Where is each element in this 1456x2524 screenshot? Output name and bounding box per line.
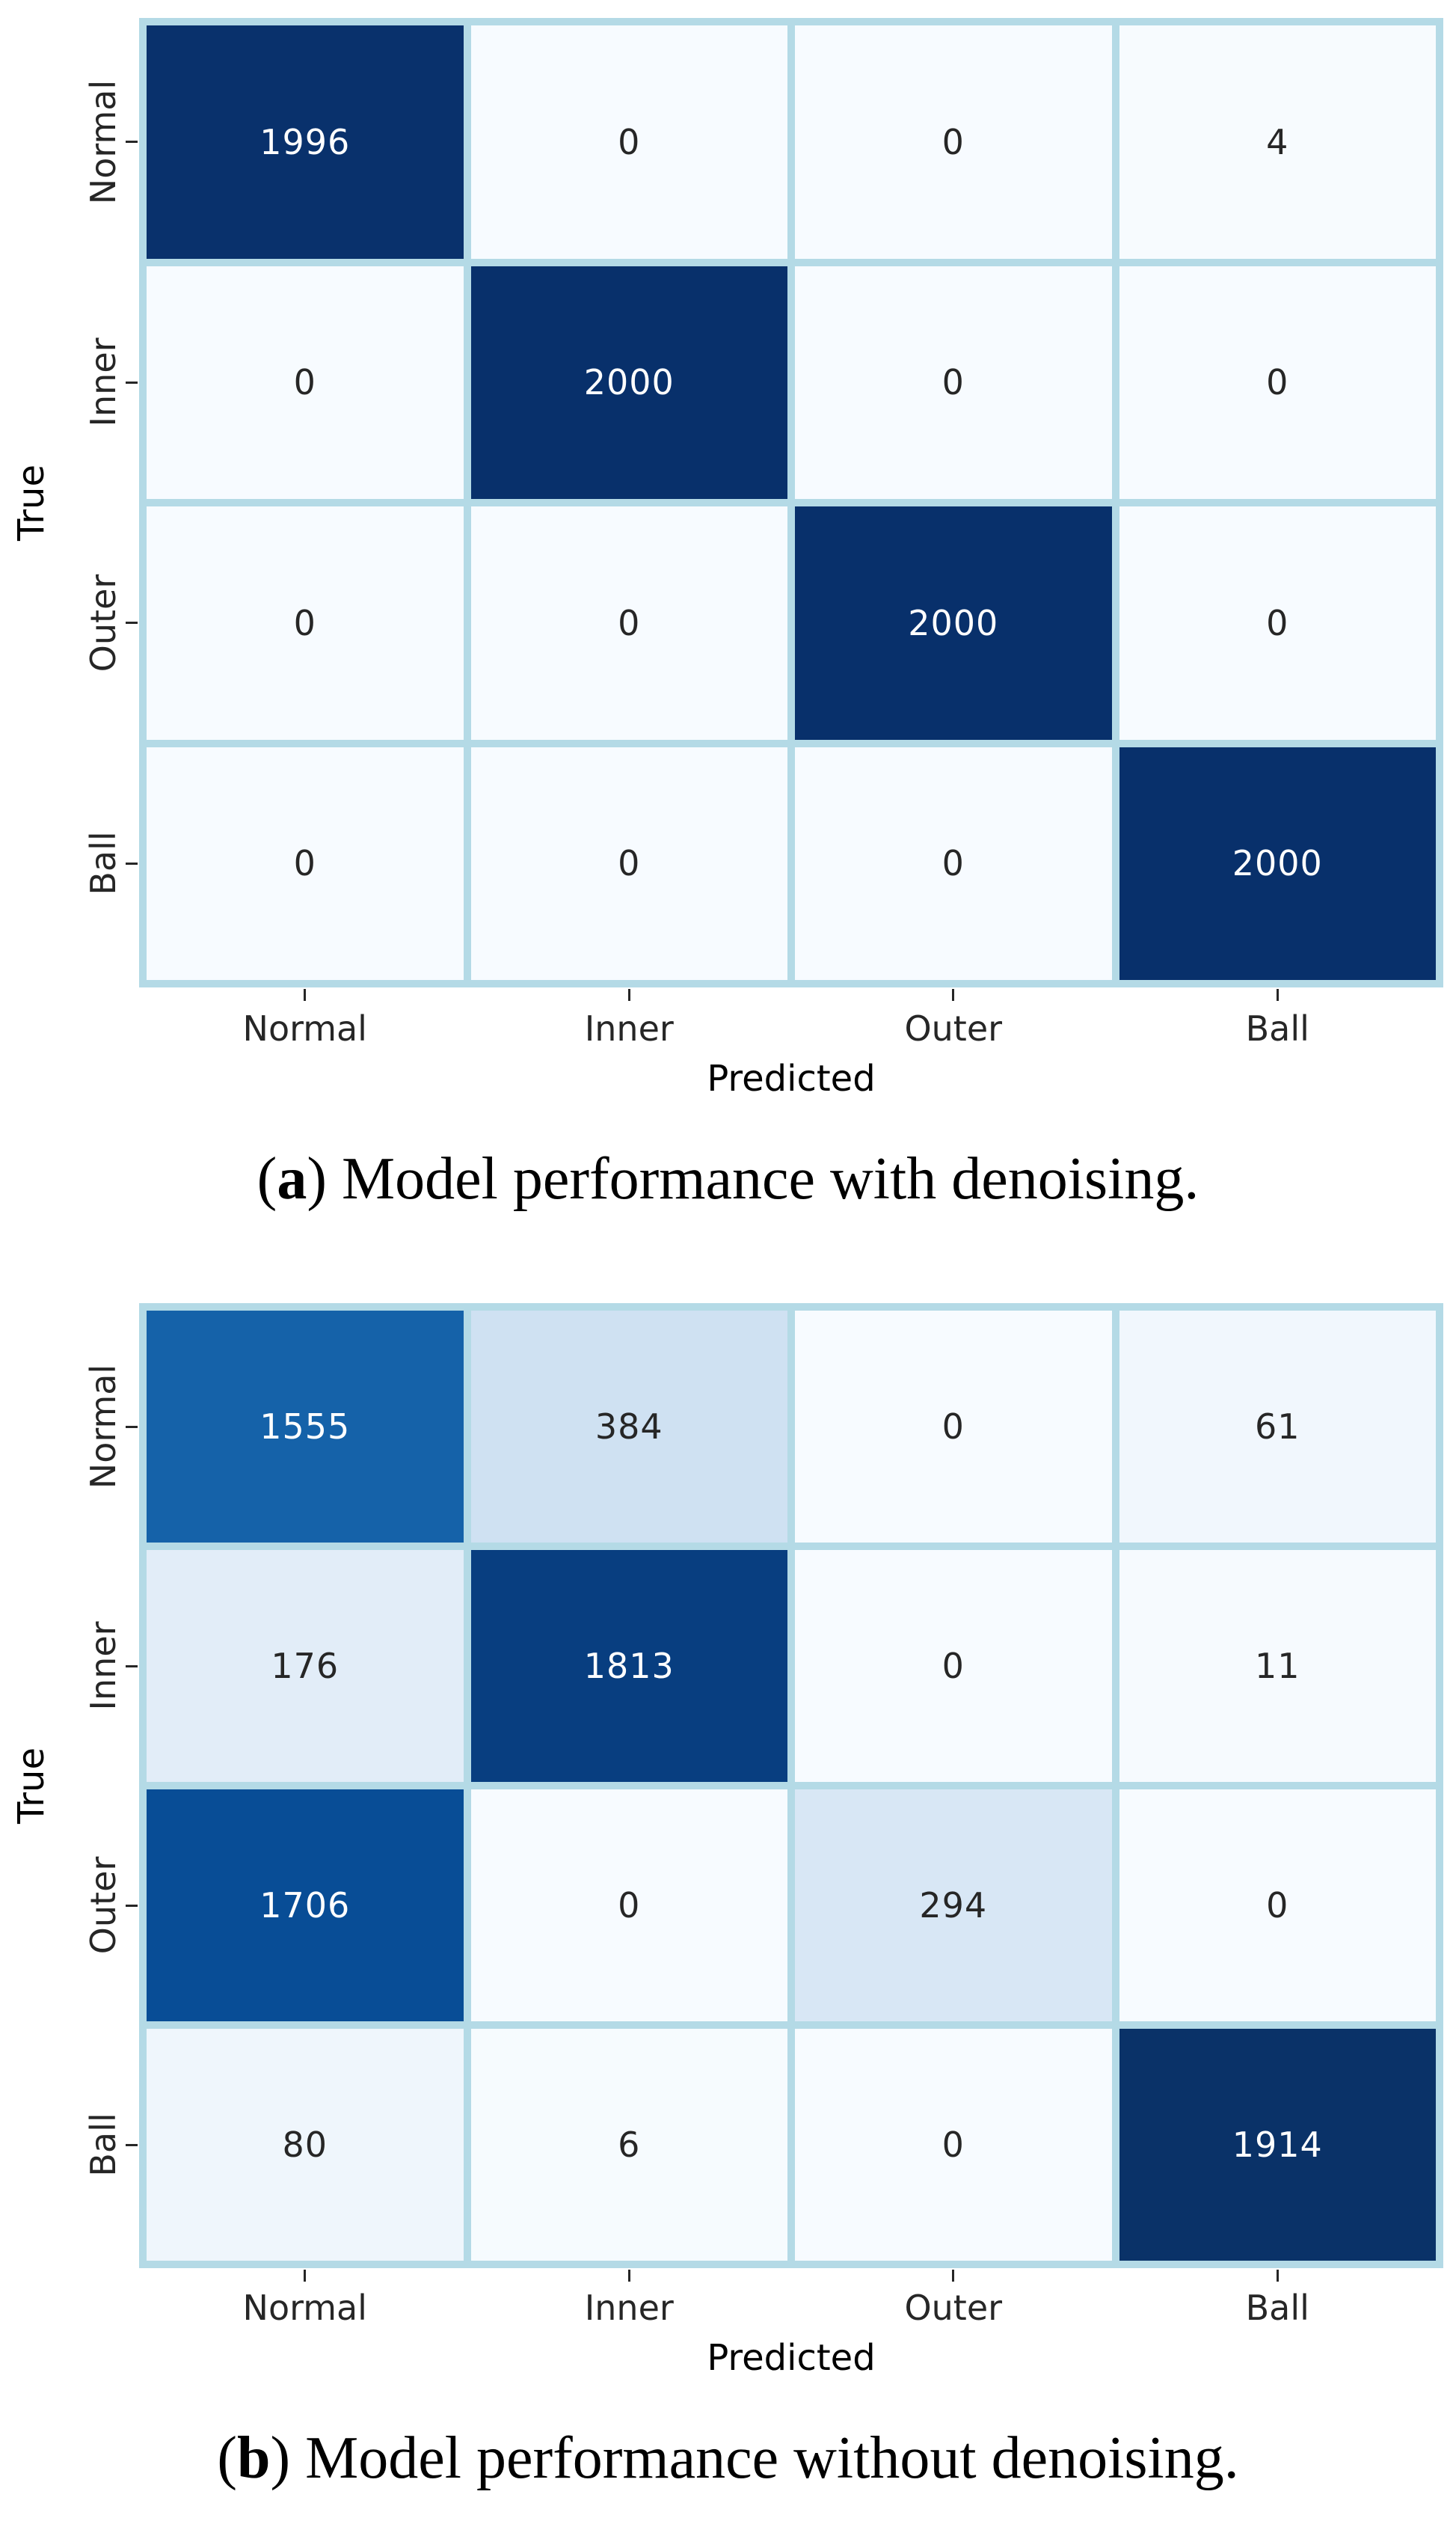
matrix-cell: 0	[1119, 1789, 1436, 2021]
matrix-cell: 2000	[470, 266, 787, 499]
x-tick-mark	[304, 989, 307, 1001]
caption-paren-open: (	[257, 1146, 277, 1212]
caption-letter: b	[236, 2425, 271, 2491]
y-tick-label: Outer	[83, 1856, 123, 1955]
matrix-cell: 0	[795, 2029, 1112, 2261]
y-axis-label: True	[10, 1747, 52, 1824]
matrix-cell: 0	[795, 747, 1112, 980]
matrix-cell: 2000	[1119, 747, 1436, 980]
x-tick-label: Ball	[1245, 2288, 1309, 2328]
caption-paren-close: )	[270, 2425, 291, 2491]
matrix-cell: 0	[470, 1789, 787, 2021]
matrix-cell: 61	[1119, 1311, 1436, 1543]
matrix-cell: 176	[147, 1550, 464, 1782]
subfigure-b-caption: (b) Model performance without denoising.	[0, 2419, 1456, 2497]
matrix-cell: 0	[147, 506, 464, 740]
matrix-cell: 0	[1119, 506, 1436, 740]
caption-letter: a	[277, 1146, 307, 1212]
x-axis-label: Predicted	[707, 1058, 876, 1100]
x-tick-mark	[1276, 989, 1279, 1001]
y-tick-mark	[126, 1904, 138, 1907]
x-tick-label: Inner	[584, 2288, 674, 2328]
caption-text: Model performance with denoising.	[341, 1146, 1199, 1212]
matrix-cell: 0	[147, 747, 464, 980]
x-tick-label: Inner	[584, 1008, 674, 1049]
matrix-cell: 294	[795, 1789, 1112, 2021]
matrix-cell: 0	[470, 506, 787, 740]
confusion-matrix-without-denoising: 1555 384 0 61 176 1813 0 11 1706 0 294 0 80 6 0 1914	[139, 1303, 1443, 2268]
y-tick-label: Inner	[83, 1621, 123, 1711]
caption-paren-open: (	[217, 2425, 237, 2491]
matrix-cell: 80	[147, 2029, 464, 2261]
matrix-cell: 1914	[1119, 2029, 1436, 2261]
y-tick-label: Normal	[83, 1364, 123, 1489]
matrix-cell: 1996	[147, 25, 464, 259]
x-tick-label: Outer	[904, 2288, 1003, 2328]
subfigure-a: 1996 0 0 4 0 2000 0 0 0 0 2000 0 0 0 0 2000 True Predic…	[0, 18, 1456, 1218]
matrix-cell: 1813	[470, 1550, 787, 1782]
y-axis-label: True	[10, 465, 52, 541]
x-tick-label: Outer	[904, 1008, 1003, 1049]
matrix-cell: 0	[1119, 266, 1436, 499]
matrix-cell: 0	[470, 25, 787, 259]
subfigure-b: 1555 384 0 61 176 1813 0 11 1706 0 294 0 80 6 0 1914 Tr…	[0, 1264, 1456, 2524]
matrix-cell: 0	[147, 266, 464, 499]
x-tick-mark	[1276, 2270, 1279, 2282]
y-tick-label: Normal	[83, 79, 123, 204]
y-tick-label: Outer	[83, 574, 123, 673]
x-axis-label: Predicted	[707, 2337, 876, 2379]
subfigure-a-caption: (a) Model performance with denoising.	[0, 1140, 1456, 1218]
matrix-cell: 384	[470, 1311, 787, 1543]
x-tick-mark	[627, 2270, 630, 2282]
matrix-cell: 0	[795, 266, 1112, 499]
matrix-cell: 0	[470, 747, 787, 980]
y-tick-mark	[126, 2143, 138, 2146]
confusion-matrix-with-denoising: 1996 0 0 4 0 2000 0 0 0 0 2000 0 0 0 0 2000	[139, 18, 1443, 987]
y-tick-label: Ball	[83, 2113, 123, 2177]
x-tick-mark	[304, 2270, 307, 2282]
x-tick-label: Ball	[1245, 1008, 1309, 1049]
y-tick-label: Ball	[83, 831, 123, 895]
matrix-cell: 0	[795, 1550, 1112, 1782]
y-tick-label: Inner	[83, 337, 123, 427]
x-tick-mark	[952, 989, 955, 1001]
matrix-cell: 0	[795, 1311, 1112, 1543]
matrix-cell: 1555	[147, 1311, 464, 1543]
y-tick-mark	[126, 622, 138, 625]
matrix-cell: 6	[470, 2029, 787, 2261]
y-tick-mark	[126, 862, 138, 865]
y-tick-mark	[126, 141, 138, 144]
caption-paren-close: )	[307, 1146, 327, 1212]
x-tick-mark	[627, 989, 630, 1001]
x-tick-mark	[952, 2270, 955, 2282]
y-tick-mark	[126, 1425, 138, 1428]
matrix-cell: 2000	[795, 506, 1112, 740]
matrix-cell: 4	[1119, 25, 1436, 259]
y-tick-mark	[126, 1664, 138, 1667]
matrix-cell: 0	[795, 25, 1112, 259]
matrix-cell: 1706	[147, 1789, 464, 2021]
x-tick-label: Normal	[242, 1008, 367, 1049]
x-tick-label: Normal	[242, 2288, 367, 2328]
y-tick-mark	[126, 381, 138, 384]
caption-text: Model performance without denoising.	[305, 2425, 1239, 2491]
matrix-cell: 11	[1119, 1550, 1436, 1782]
